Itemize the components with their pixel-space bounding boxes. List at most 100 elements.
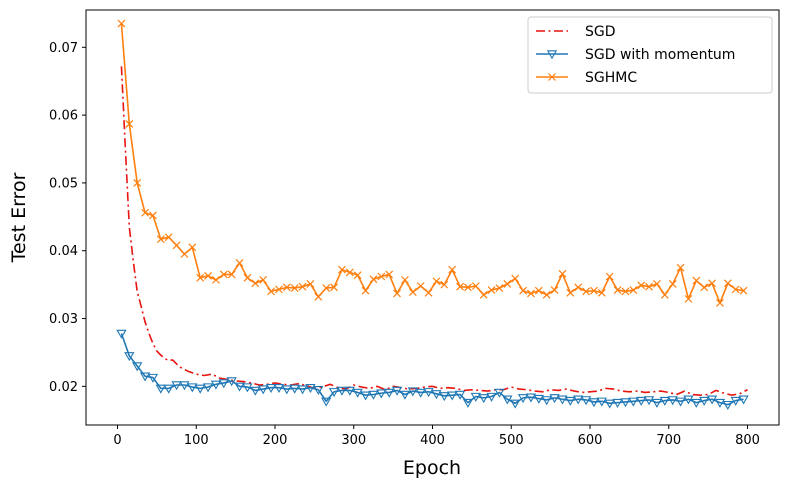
series-2-point-58 (574, 283, 583, 292)
series-2-point-76 (716, 299, 724, 307)
series-2-point-63 (613, 286, 622, 294)
series-1-point-59 (580, 396, 592, 406)
legend-marker-2 (548, 73, 556, 81)
series-2-point-20 (275, 285, 283, 294)
series-1-point-75 (706, 395, 718, 405)
series-2-point-74 (700, 283, 709, 292)
series-1-point-37 (407, 387, 418, 397)
series-1-point-66 (636, 396, 647, 406)
series-2-point-10 (196, 273, 205, 282)
series-1-point-17 (250, 386, 261, 396)
series-2-point-62 (605, 272, 614, 281)
series-2-point-78 (731, 285, 740, 294)
series-2-point-71 (676, 263, 685, 272)
series-1-point-36 (399, 390, 411, 400)
series-1-point-34 (384, 388, 395, 398)
legend-label-2: SGHMC (585, 70, 637, 86)
series-2-point-64 (621, 287, 630, 296)
series-2-point-39 (424, 288, 433, 297)
series-2-point-67 (645, 282, 653, 291)
series-2-point-1 (125, 119, 134, 128)
series-1-point-44 (462, 398, 474, 408)
series-2-point-27 (330, 283, 338, 292)
series-2-point-79 (739, 286, 748, 295)
series-2-point-69 (660, 290, 669, 299)
legend-label-0: SGD (585, 24, 616, 40)
series-2-point-40 (432, 277, 441, 286)
series-1-point-72 (683, 395, 694, 405)
series-2-point-0 (117, 19, 126, 28)
series-1-point-47 (486, 392, 497, 402)
series-1-point-48 (494, 388, 505, 398)
series-1-point-2 (132, 362, 143, 372)
series-2-point-54 (542, 290, 551, 299)
series-1-point-32 (368, 390, 379, 400)
series-2-point-53 (534, 286, 543, 295)
series-1-point-14 (226, 377, 237, 387)
y-tick-label-0: 0.02 (49, 380, 78, 395)
series-2-point-37 (408, 288, 417, 297)
y-tick-label-1: 0.03 (49, 312, 78, 327)
y-tick-label-4: 0.06 (49, 109, 78, 124)
series-2-point-42 (448, 265, 457, 274)
y-axis: 0.02 0.03 0.04 0.05 0.06 0.07 (49, 41, 86, 395)
series-2-point-46 (479, 290, 488, 299)
series-2-point-17 (251, 279, 260, 288)
series-1-point-74 (699, 396, 710, 406)
series-2-point-23 (298, 282, 307, 291)
series-2-point-47 (487, 286, 496, 294)
series-1-point-38 (415, 388, 426, 398)
series-1-point-20 (273, 384, 285, 394)
legend: SGD SGD with momentum SGHMC (527, 16, 773, 94)
x-tick-label-7: 700 (656, 433, 681, 448)
x-tick-label-6: 600 (578, 433, 603, 448)
legend-box (527, 16, 773, 94)
series-1-point-40 (431, 390, 442, 400)
series-1-point-71 (675, 397, 686, 407)
series-2-point-25 (314, 292, 323, 301)
series-1-point-35 (391, 386, 403, 396)
y-tick-label-5: 0.07 (49, 41, 78, 56)
x-axis: 0 100 200 300 400 500 600 700 800 (113, 425, 760, 448)
series-2-point-2 (133, 178, 142, 187)
series-2-point-8 (180, 250, 189, 259)
series-2-point-50 (511, 274, 520, 283)
x-tick-label-3: 300 (341, 433, 366, 448)
series-1-point-26 (321, 397, 332, 407)
series-1-point-39 (423, 388, 434, 398)
series-1-point-24 (305, 384, 316, 394)
series-2-point-56 (558, 269, 567, 278)
series-1-point-15 (234, 382, 245, 392)
series-1-point-73 (691, 398, 702, 408)
series-2-point-43 (456, 282, 464, 291)
legend-marker-1 (546, 50, 558, 60)
series-2-point-22 (290, 284, 299, 292)
series-1-point-45 (470, 392, 481, 402)
series-1-point-62 (604, 399, 615, 409)
series-2-point-75 (708, 279, 716, 288)
series-2-point-72 (684, 294, 693, 303)
series-1-point-55 (549, 394, 560, 404)
series-1-point-52 (525, 393, 537, 403)
series-2-point-59 (582, 287, 590, 296)
series-1-point-78 (730, 396, 741, 406)
series-2-point-13 (219, 270, 228, 279)
series-layer (116, 19, 749, 410)
series-1-point-25 (313, 386, 324, 396)
series-2-point-57 (566, 288, 575, 297)
series-2-point-19 (267, 287, 275, 296)
series-2-point-4 (149, 211, 157, 220)
series-2-point-65 (629, 286, 638, 294)
series-1-point-54 (541, 396, 552, 406)
series-2-point-44 (464, 283, 472, 292)
series-1-point-68 (651, 398, 663, 408)
series-2-point-11 (204, 271, 212, 280)
series-2-point-73 (692, 276, 701, 285)
series-1-point-41 (439, 392, 450, 402)
series-1-point-63 (612, 398, 623, 408)
series-2 (117, 19, 748, 307)
series-1-point-42 (447, 391, 458, 401)
series-1-point-29 (344, 386, 355, 396)
series-2-point-26 (322, 284, 331, 292)
